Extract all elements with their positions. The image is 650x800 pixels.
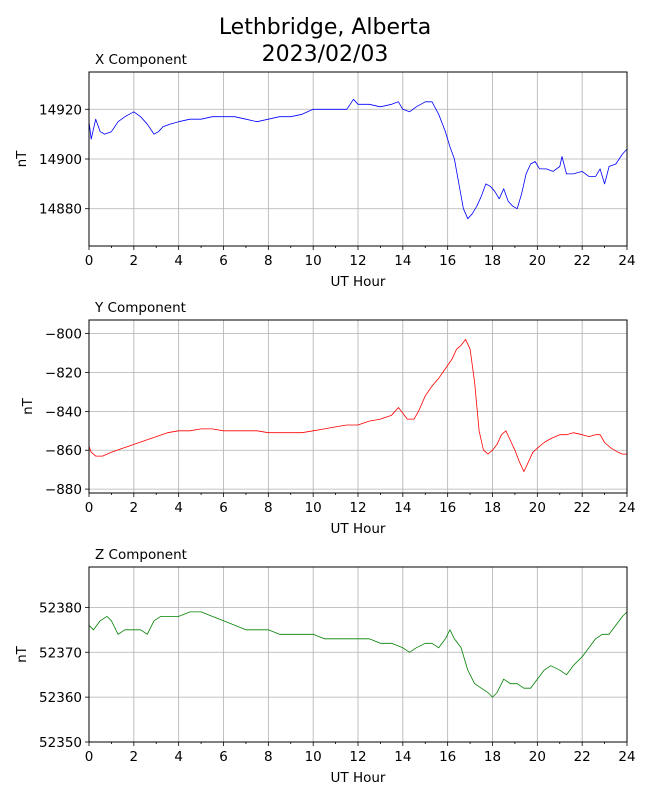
x-axis-label: UT Hour (331, 770, 386, 786)
y-tick-label: 14900 (39, 152, 82, 168)
x-tick-label: 12 (349, 749, 366, 765)
y-tick-label: 52350 (39, 735, 82, 751)
x-tick-label: 8 (264, 500, 273, 516)
x-tick-label: 4 (174, 253, 183, 269)
x-tick-label: 22 (574, 749, 591, 765)
x-tick-label: 24 (618, 749, 635, 765)
x-tick-label: 18 (484, 749, 501, 765)
x-tick-label: 12 (349, 500, 366, 516)
x-tick-label: 10 (305, 253, 322, 269)
y-tick-label: −840 (45, 404, 82, 420)
panel-title: X Component (95, 52, 187, 68)
x-axis-label: UT Hour (331, 521, 386, 537)
figure-title-line2: 2023/02/03 (262, 42, 389, 67)
y-tick-label: 52360 (39, 690, 82, 706)
y-tick-label: 14920 (39, 102, 82, 118)
figure-title-line1: Lethbridge, Alberta (219, 15, 431, 40)
x-tick-label: 18 (484, 500, 501, 516)
x-tick-label: 20 (529, 749, 546, 765)
x-tick-label: 2 (130, 253, 139, 269)
x-tick-label: 6 (219, 253, 228, 269)
y-tick-label: −800 (45, 327, 82, 343)
x-tick-label: 18 (484, 253, 501, 269)
x-axis-label: UT Hour (331, 274, 386, 290)
panel-title: Y Component (94, 300, 186, 316)
x-tick-label: 2 (130, 749, 139, 765)
y-tick-label: 14880 (39, 202, 82, 218)
panel-2: 0 2 4 6 8 10 12 14 16 18 20 22 24−800−820−840−860−88… (20, 300, 636, 537)
x-tick-label: 4 (174, 749, 183, 765)
x-tick-label: 0 (85, 749, 94, 765)
y-tick-label: 52370 (39, 645, 82, 661)
x-tick-label: 0 (85, 500, 94, 516)
x-tick-label: 12 (349, 253, 366, 269)
x-tick-label: 20 (529, 253, 546, 269)
x-tick-label: 6 (219, 749, 228, 765)
x-tick-label: 16 (439, 253, 456, 269)
y-axis-label: nT (20, 397, 36, 415)
x-tick-label: 0 (85, 253, 94, 269)
x-tick-label: 14 (394, 253, 411, 269)
x-tick-label: 14 (394, 749, 411, 765)
x-tick-label: 20 (529, 500, 546, 516)
data-line (88, 338, 627, 473)
x-tick-label: 16 (439, 749, 456, 765)
y-tick-label: −820 (45, 365, 82, 381)
x-tick-label: 10 (305, 749, 322, 765)
y-tick-label: 52380 (39, 600, 82, 616)
x-tick-label: 2 (130, 500, 139, 516)
y-axis-label: nT (14, 645, 30, 663)
panel-3: 0 2 4 6 8 10 12 14 16 18 20 22 245235052360523705238… (14, 547, 636, 786)
y-tick-label: −860 (45, 443, 82, 459)
x-tick-label: 4 (174, 500, 183, 516)
y-tick-label: −880 (45, 482, 82, 498)
x-tick-label: 10 (305, 500, 322, 516)
x-tick-label: 22 (574, 500, 591, 516)
x-tick-label: 16 (439, 500, 456, 516)
x-tick-label: 24 (618, 500, 635, 516)
y-axis-label: nT (14, 150, 30, 168)
x-tick-label: 8 (264, 749, 273, 765)
x-tick-label: 14 (394, 500, 411, 516)
data-line (88, 611, 628, 698)
data-line (88, 98, 628, 220)
x-tick-label: 6 (219, 500, 228, 516)
x-tick-label: 8 (264, 253, 273, 269)
x-tick-label: 22 (574, 253, 591, 269)
panel-title: Z Component (95, 547, 187, 563)
x-tick-label: 24 (618, 253, 635, 269)
